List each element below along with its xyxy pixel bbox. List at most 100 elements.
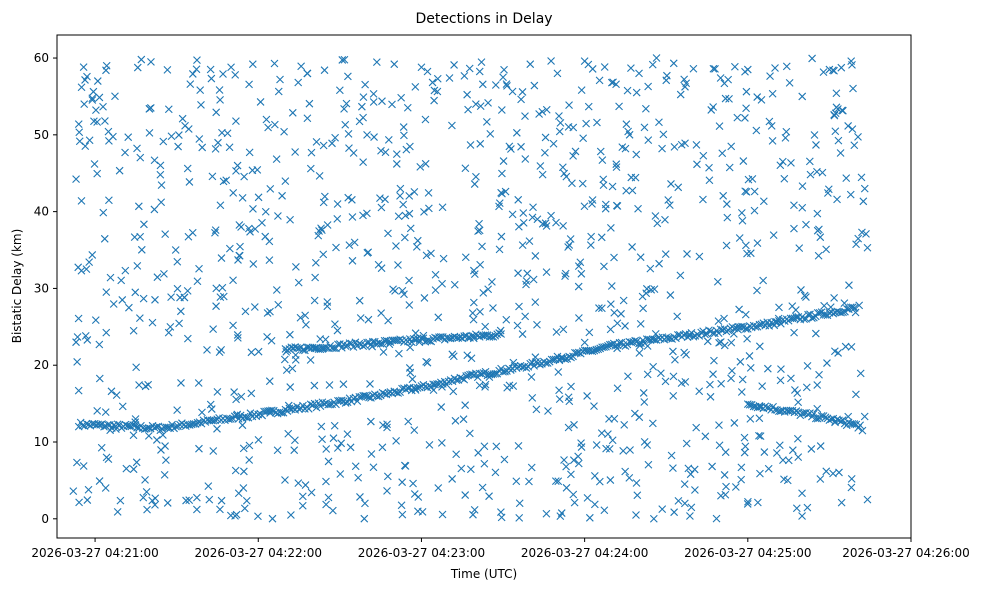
data-point <box>437 438 446 447</box>
data-point <box>392 150 401 158</box>
data-point <box>560 456 568 464</box>
data-point <box>721 490 730 499</box>
data-point <box>291 355 300 364</box>
data-point <box>77 196 86 205</box>
data-point <box>793 389 802 398</box>
data-point <box>592 441 601 449</box>
data-point <box>541 148 549 157</box>
data-point <box>742 87 751 96</box>
data-point <box>399 200 408 209</box>
data-point <box>715 421 723 430</box>
data-point <box>465 429 474 438</box>
data-point <box>239 444 248 453</box>
data-point <box>469 334 478 343</box>
data-point <box>235 251 244 260</box>
data-point <box>107 387 116 396</box>
data-point <box>525 477 533 486</box>
data-point <box>178 114 187 123</box>
data-point <box>509 358 518 367</box>
data-point <box>484 285 493 294</box>
data-point <box>606 223 615 232</box>
data-point <box>460 71 469 80</box>
data-point <box>583 392 592 400</box>
data-point <box>74 386 83 395</box>
data-point <box>266 307 274 316</box>
x-axis-label: Time (UTC) <box>450 567 517 581</box>
data-point <box>388 100 396 109</box>
data-point <box>405 276 413 285</box>
data-point <box>708 462 716 471</box>
data-point <box>341 120 350 129</box>
data-point <box>705 326 713 335</box>
data-point <box>615 338 624 347</box>
data-point <box>75 498 83 507</box>
data-point <box>185 178 194 186</box>
data-point <box>182 496 190 505</box>
data-point <box>649 514 658 523</box>
data-point <box>69 487 78 496</box>
data-point <box>316 335 325 343</box>
data-point <box>664 196 673 204</box>
data-point <box>111 92 119 101</box>
data-point <box>399 123 408 131</box>
data-point <box>438 382 446 391</box>
data-point <box>527 463 536 472</box>
data-point <box>795 244 804 252</box>
data-point <box>721 94 730 103</box>
data-point <box>526 60 535 69</box>
data-point <box>132 458 141 467</box>
data-point <box>290 446 299 455</box>
data-point <box>774 314 783 323</box>
data-point <box>782 127 791 136</box>
data-point <box>424 188 433 197</box>
data-point <box>727 338 736 347</box>
data-point <box>372 58 381 66</box>
data-point <box>768 137 777 145</box>
data-point <box>602 342 610 351</box>
data-point <box>500 455 509 464</box>
data-point <box>607 282 616 290</box>
data-point <box>337 396 346 405</box>
data-point <box>687 503 696 512</box>
data-point <box>75 137 84 146</box>
data-point <box>593 118 601 127</box>
data-point <box>333 214 342 223</box>
data-point <box>328 139 336 148</box>
data-point <box>403 103 412 112</box>
y-tick-label: 0 <box>41 512 49 526</box>
data-point <box>833 195 841 204</box>
data-point <box>478 483 487 492</box>
data-point <box>737 475 746 484</box>
data-point <box>858 228 866 237</box>
data-point <box>117 276 126 285</box>
data-point <box>787 374 795 383</box>
data-point <box>798 489 806 498</box>
y-tick-label: 10 <box>34 435 49 449</box>
data-point <box>551 477 560 485</box>
data-point <box>478 242 486 251</box>
x-tick-label: 2026-03-27 04:26:00 <box>842 546 969 560</box>
data-point <box>737 209 746 217</box>
y-tick-label: 30 <box>34 281 49 295</box>
data-point <box>131 415 140 423</box>
data-point <box>491 81 500 89</box>
data-point <box>651 212 660 220</box>
data-point <box>451 416 460 425</box>
data-point <box>301 311 310 320</box>
data-point <box>482 118 491 126</box>
x-tick-label: 2026-03-27 04:24:00 <box>521 546 648 560</box>
y-axis-ticks: 0 10 20 30 40 50 60 <box>34 51 57 526</box>
data-point <box>636 320 645 328</box>
data-point <box>477 58 486 67</box>
data-point <box>263 309 272 317</box>
data-point <box>518 88 527 96</box>
data-point <box>109 300 118 308</box>
data-point <box>533 320 541 329</box>
data-point <box>564 393 573 402</box>
data-point <box>531 353 540 362</box>
data-point <box>449 387 458 396</box>
data-point <box>381 148 390 157</box>
data-point <box>225 244 234 253</box>
data-point <box>481 322 490 331</box>
y-tick-label: 20 <box>34 358 49 372</box>
